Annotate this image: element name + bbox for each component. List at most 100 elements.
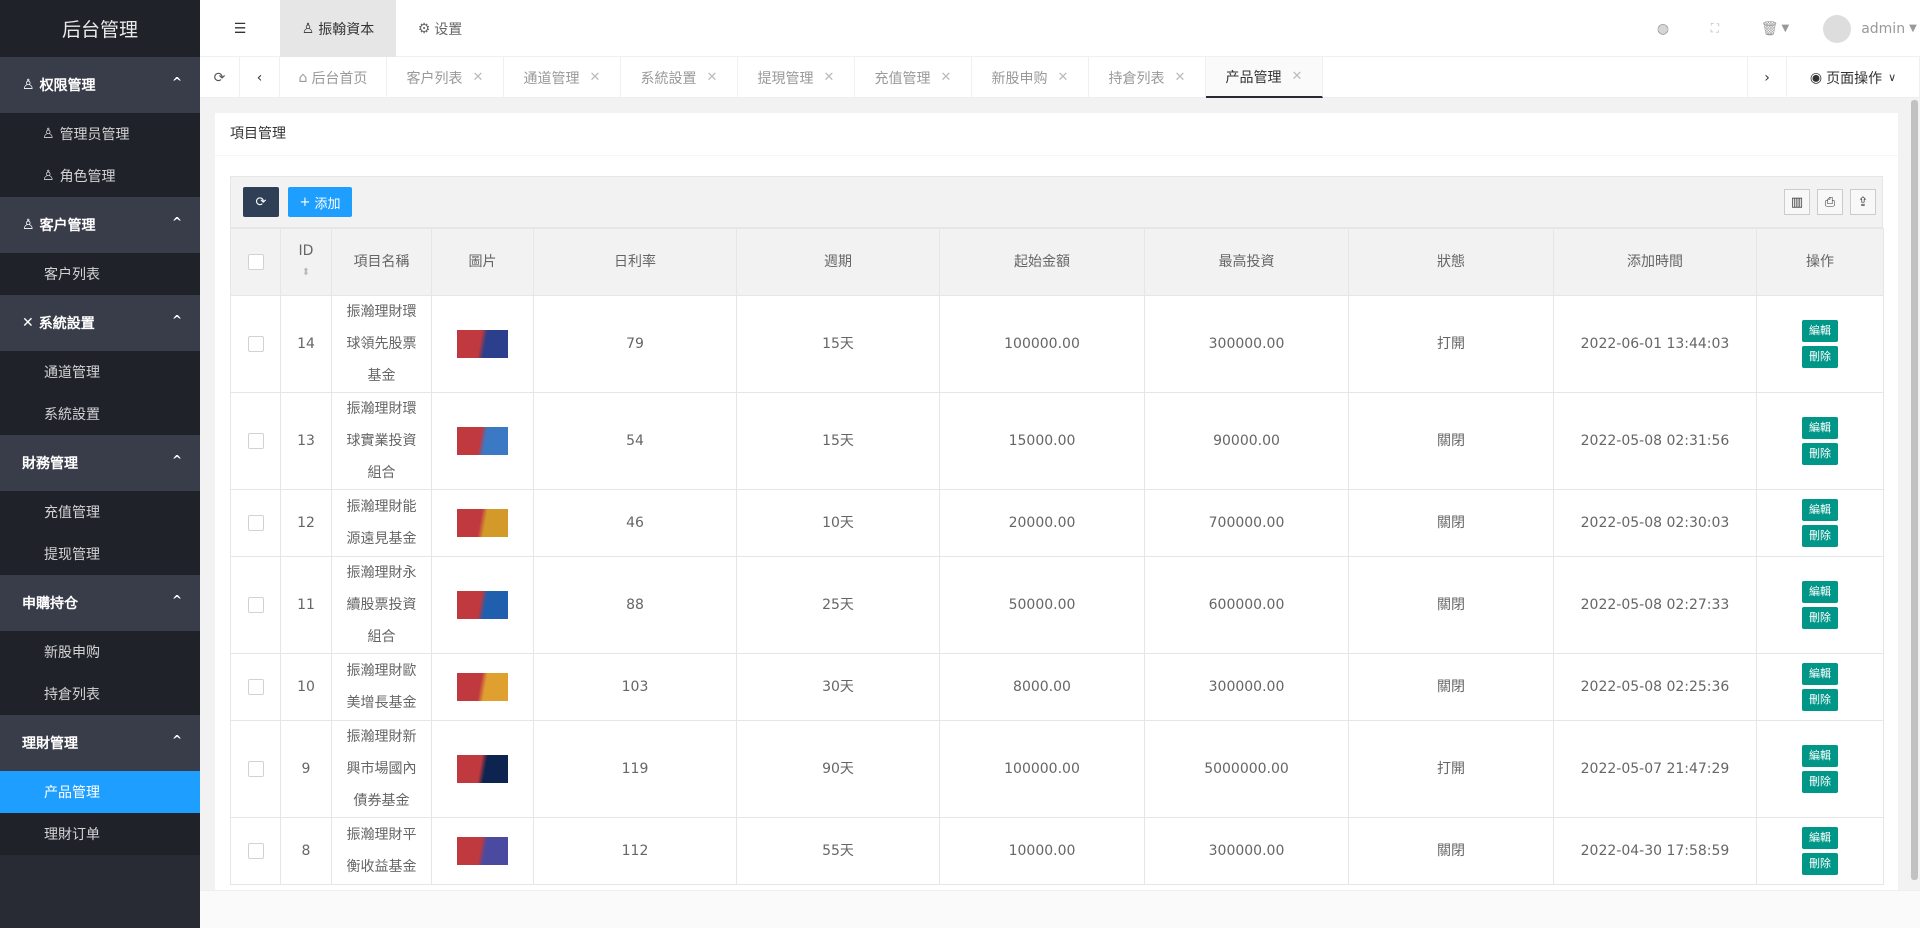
- actions-cell: 編輯 刪除: [1756, 720, 1884, 818]
- tabs-left-arrow-icon[interactable]: ‹: [240, 57, 280, 98]
- tab[interactable]: 系統設置 ✕: [621, 57, 738, 98]
- tab-home[interactable]: ⌂ 后台首页: [280, 57, 387, 98]
- row-checkbox[interactable]: [247, 843, 264, 859]
- table-cell: 14: [280, 295, 332, 393]
- delete-button[interactable]: 刪除: [1802, 689, 1838, 711]
- row-checkbox[interactable]: [247, 515, 264, 531]
- close-icon[interactable]: ✕: [1057, 70, 1069, 85]
- scrollbar[interactable]: [1911, 100, 1918, 880]
- column-header[interactable]: ID ⬍: [280, 228, 332, 296]
- edit-button[interactable]: 編輯: [1802, 320, 1838, 342]
- close-icon[interactable]: ✕: [940, 70, 952, 85]
- tab[interactable]: 充值管理 ✕: [855, 57, 972, 98]
- reload-button[interactable]: ⟳: [243, 187, 279, 217]
- refresh-icon[interactable]: ⟳: [200, 57, 240, 98]
- select-all-checkbox[interactable]: [247, 254, 264, 270]
- tab-label: 后台首页: [311, 70, 368, 87]
- sidebar-item[interactable]: 产品管理: [0, 771, 200, 813]
- row-checkbox[interactable]: [247, 761, 264, 777]
- edit-button[interactable]: 編輯: [1802, 581, 1838, 603]
- actions-cell: 編輯 刪除: [1756, 817, 1884, 885]
- caret-down-icon: ▼: [1909, 23, 1917, 34]
- tab[interactable]: 新股申购 ✕: [972, 57, 1089, 98]
- sidebar-group[interactable]: 理財管理 ^: [0, 715, 200, 771]
- export-icon[interactable]: ⇪: [1850, 189, 1876, 215]
- tabs-right-arrow-icon[interactable]: ›: [1747, 57, 1787, 98]
- row-checkbox[interactable]: [247, 433, 264, 449]
- page-ops-dropdown[interactable]: ◉ 页面操作 ∨: [1787, 57, 1920, 98]
- close-icon[interactable]: ✕: [1174, 70, 1186, 85]
- delete-button[interactable]: 刪除: [1802, 346, 1838, 368]
- sidebar-group[interactable]: 財務管理 ^: [0, 435, 200, 491]
- row-checkbox[interactable]: [247, 336, 264, 352]
- tab[interactable]: 持倉列表 ✕: [1089, 57, 1206, 98]
- sidebar-item[interactable]: 持倉列表: [0, 673, 200, 715]
- close-icon[interactable]: ✕: [1291, 69, 1303, 84]
- table-cell: 關閉: [1348, 392, 1554, 490]
- trash-dropdown[interactable]: 🗑 ▼: [1755, 0, 1795, 57]
- table-cell: 8: [280, 817, 332, 885]
- cell-time: 2022-05-08 02:25:36: [1580, 679, 1730, 695]
- caret-down-icon: ▼: [1781, 23, 1790, 34]
- cell-period: 25天: [822, 597, 854, 613]
- sidebar-group[interactable]: 申購持仓 ^: [0, 575, 200, 631]
- sidebar-group[interactable]: ♙ 权限管理 ^: [0, 57, 200, 113]
- edit-button[interactable]: 編輯: [1802, 827, 1838, 849]
- cell-max: 300000.00: [1208, 843, 1285, 859]
- delete-button[interactable]: 刪除: [1802, 771, 1838, 793]
- delete-button[interactable]: 刪除: [1802, 525, 1838, 547]
- sidebar-item[interactable]: 新股申购: [0, 631, 200, 673]
- close-icon[interactable]: ✕: [823, 70, 835, 85]
- sidebar-item[interactable]: ♙ 角色管理: [0, 155, 200, 197]
- close-icon[interactable]: ✕: [706, 70, 718, 85]
- table-cell: 15000.00: [939, 392, 1145, 490]
- user-name: admin: [1861, 20, 1906, 37]
- cell-time: 2022-05-08 02:27:33: [1580, 597, 1730, 613]
- sidebar-group[interactable]: ✕ 系統設置 ^: [0, 295, 200, 351]
- tab[interactable]: 产品管理 ✕: [1206, 57, 1323, 98]
- sidebar-group[interactable]: ♙ 客户管理 ^: [0, 197, 200, 253]
- sidebar-item[interactable]: 系統設置: [0, 393, 200, 435]
- sidebar-item[interactable]: ♙ 管理员管理: [0, 113, 200, 155]
- sort-icon[interactable]: ⬍: [301, 267, 311, 278]
- sidebar-item[interactable]: 通道管理: [0, 351, 200, 393]
- tab-label: 通道管理: [523, 70, 580, 87]
- sidebar-item[interactable]: 客户列表: [0, 253, 200, 295]
- page-ops-label: 页面操作: [1826, 70, 1883, 87]
- sidebar-item[interactable]: 理財订单: [0, 813, 200, 855]
- edit-button[interactable]: 編輯: [1802, 663, 1838, 685]
- close-icon[interactable]: ✕: [472, 70, 484, 85]
- row-checkbox[interactable]: [247, 597, 264, 613]
- row-checkbox[interactable]: [247, 679, 264, 695]
- cell-id: 8: [301, 843, 311, 859]
- edit-button[interactable]: 編輯: [1802, 417, 1838, 439]
- user-menu[interactable]: admin ▼: [1820, 0, 1920, 57]
- print-icon[interactable]: ⎙: [1817, 189, 1843, 215]
- users-icon: ♙: [22, 77, 35, 93]
- company-tab[interactable]: ♙ 振翰資本: [280, 0, 396, 57]
- delete-button[interactable]: 刪除: [1802, 853, 1838, 875]
- edit-button[interactable]: 編輯: [1802, 499, 1838, 521]
- cell-id: 12: [297, 515, 315, 531]
- cell-min: 10000.00: [1008, 843, 1076, 859]
- tab[interactable]: 客户列表 ✕: [387, 57, 504, 98]
- sidebar-item[interactable]: 充值管理: [0, 491, 200, 533]
- gear-icon: ⚙: [417, 20, 431, 37]
- columns-icon[interactable]: ▥: [1784, 189, 1810, 215]
- row-checkbox-cell: [230, 556, 281, 654]
- cell-status: 關閉: [1437, 843, 1465, 859]
- column-header-label: 狀態: [1437, 254, 1465, 270]
- tab[interactable]: 通道管理 ✕: [504, 57, 621, 98]
- menu-toggle-icon[interactable]: ☰: [233, 20, 247, 37]
- globe-icon[interactable]: ◍: [1656, 20, 1670, 37]
- edit-button[interactable]: 編輯: [1802, 745, 1838, 767]
- table-cell: 88: [533, 556, 737, 654]
- fullscreen-icon[interactable]: ⛶: [1710, 21, 1720, 35]
- settings-link[interactable]: ⚙ 设置: [410, 0, 470, 57]
- sidebar-item[interactable]: 提现管理: [0, 533, 200, 575]
- delete-button[interactable]: 刪除: [1802, 607, 1838, 629]
- tab[interactable]: 提現管理 ✕: [738, 57, 855, 98]
- delete-button[interactable]: 刪除: [1802, 443, 1838, 465]
- close-icon[interactable]: ✕: [589, 70, 601, 85]
- add-button[interactable]: + 添加: [288, 187, 352, 217]
